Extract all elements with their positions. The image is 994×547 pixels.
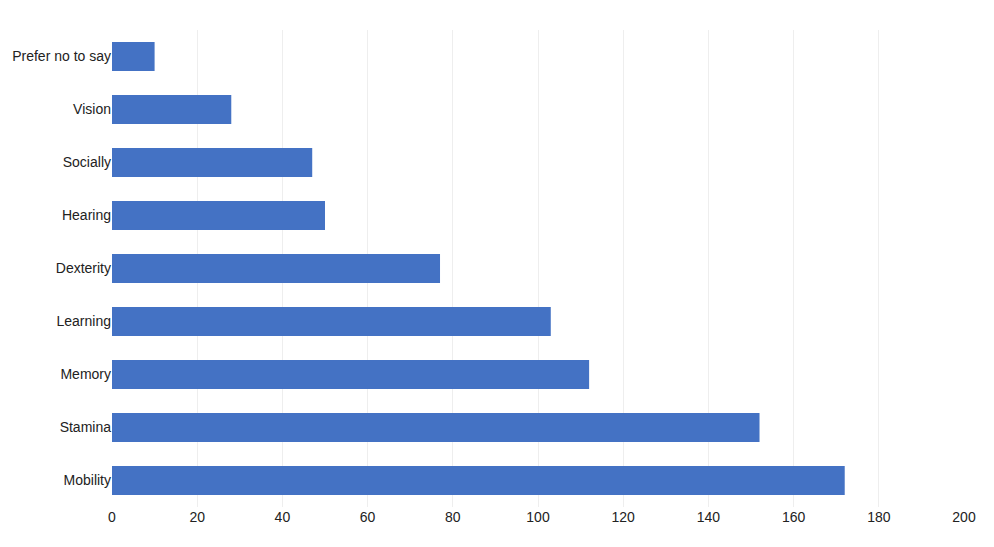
svg-text:Learning: Learning	[57, 313, 112, 329]
svg-text:180: 180	[867, 509, 891, 525]
svg-text:40: 40	[275, 509, 291, 525]
svg-text:200: 200	[952, 509, 976, 525]
svg-text:0: 0	[108, 509, 116, 525]
svg-text:Memory: Memory	[60, 366, 111, 382]
svg-text:Vision: Vision	[73, 101, 111, 117]
svg-text:Dexterity: Dexterity	[56, 260, 111, 276]
svg-text:Stamina: Stamina	[60, 419, 112, 435]
svg-text:100: 100	[526, 509, 550, 525]
svg-text:160: 160	[782, 509, 806, 525]
svg-text:120: 120	[612, 509, 636, 525]
svg-text:80: 80	[445, 509, 461, 525]
svg-text:Socially: Socially	[63, 154, 111, 170]
svg-text:Prefer no to say: Prefer no to say	[12, 48, 111, 64]
svg-text:140: 140	[697, 509, 721, 525]
svg-text:Hearing: Hearing	[62, 207, 111, 223]
svg-text:20: 20	[189, 509, 205, 525]
svg-text:60: 60	[360, 509, 376, 525]
svg-text:Mobility: Mobility	[64, 472, 111, 488]
